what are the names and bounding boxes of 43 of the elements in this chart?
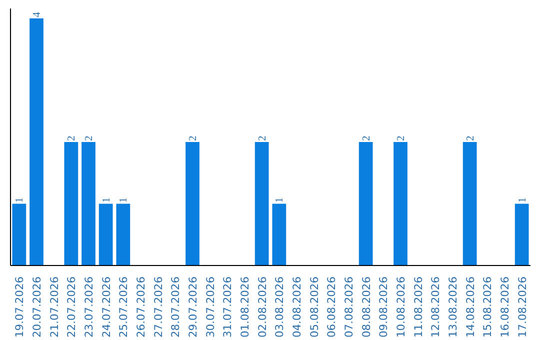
- x-tick-label: 13.08.2026: [446, 276, 460, 338]
- x-tick-label: 09.08.2026: [377, 276, 390, 338]
- data-label: 2: [84, 136, 95, 141]
- data-label: 2: [257, 136, 268, 141]
- data-label: 2: [396, 136, 407, 141]
- x-tick-label: 11.08.2026: [412, 276, 425, 338]
- x-tick-label: 25.07.2026: [117, 276, 130, 338]
- x-tick-label: 03.08.2026: [273, 276, 286, 338]
- data-label: 4: [32, 11, 43, 18]
- x-tick-label: 05.08.2026: [308, 276, 321, 338]
- x-tick-label: 28.07.2026: [169, 276, 182, 338]
- data-label: 1: [118, 197, 130, 203]
- data-label: 2: [66, 136, 78, 141]
- x-tick-label: 14.08.2026: [464, 276, 477, 338]
- x-tick-label: 31.07.2026: [221, 276, 234, 338]
- data-label: 1: [274, 197, 286, 203]
- x-tick-label: 04.08.2026: [290, 276, 304, 338]
- data-label: 2: [361, 136, 372, 141]
- x-tick-label: 20.07.2026: [30, 276, 44, 338]
- x-tick-label: 08.08.2026: [360, 276, 373, 338]
- x-tick-label: 23.07.2026: [82, 276, 96, 338]
- x-tick-label: 10.08.2026: [394, 276, 408, 338]
- data-label: 2: [188, 136, 199, 141]
- x-tick-label: 27.07.2026: [152, 276, 165, 338]
- x-tick-label: 21.07.2026: [48, 276, 61, 338]
- x-tick-label: 22.07.2026: [65, 276, 78, 338]
- x-tick-label: 17.08.2026: [516, 276, 529, 338]
- x-tick-label: 01.08.2026: [238, 276, 252, 338]
- x-tick-label: 02.08.2026: [256, 276, 269, 338]
- x-tick-label: 26.07.2026: [134, 276, 148, 338]
- x-tick-label: 19.07.2026: [13, 276, 26, 338]
- x-tick-label: 06.08.2026: [325, 276, 338, 338]
- x-tick-label: 12.08.2026: [429, 276, 442, 338]
- data-label: 1: [101, 197, 112, 203]
- data-label: 1: [14, 197, 26, 203]
- x-tick-label: 29.07.2026: [186, 276, 200, 338]
- data-label: 1: [517, 197, 528, 203]
- x-tick-label: 15.08.2026: [481, 276, 494, 338]
- data-label: 2: [465, 136, 476, 141]
- x-tick-label: 24.07.2026: [100, 276, 113, 338]
- x-tick-label: 30.07.2026: [204, 276, 217, 338]
- x-tick-label: 16.08.2026: [498, 276, 512, 338]
- x-tick-label: 07.08.2026: [342, 276, 356, 338]
